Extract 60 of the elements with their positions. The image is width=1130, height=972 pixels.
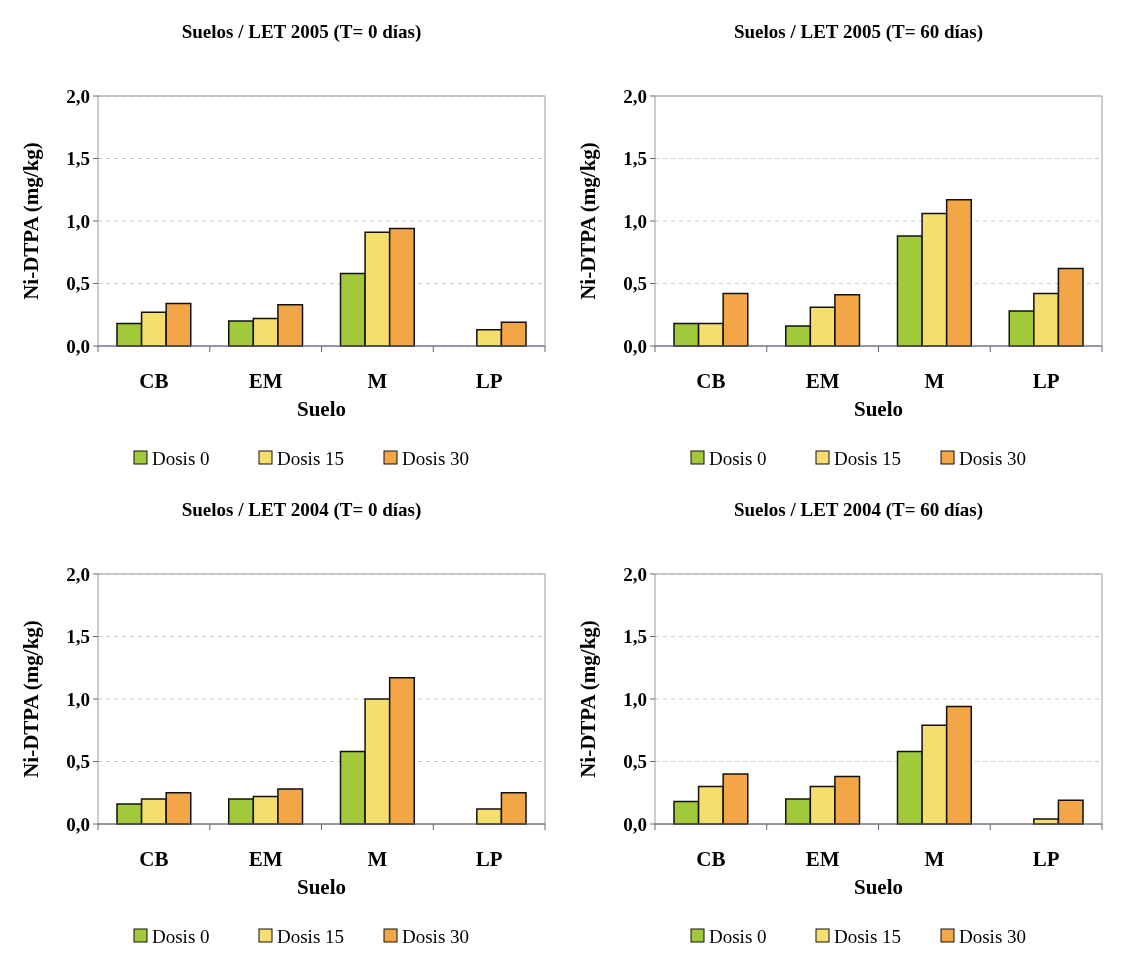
y-tick-label: 2,0 — [623, 563, 647, 585]
y-axis-title: Ni-DTPA (mg/kg) — [576, 142, 600, 300]
chart-title: Suelos / LET 2004 (T= 60 días) — [733, 499, 984, 521]
legend-label: Dosis 0 — [152, 925, 210, 947]
x-tick-label: M — [367, 847, 388, 871]
y-tick-label: 1,5 — [66, 626, 90, 648]
x-tick-label: M — [924, 847, 945, 871]
x-tick-label: LP — [1032, 369, 1060, 393]
legend-label: Dosis 15 — [834, 925, 902, 947]
y-axis-title: Ni-DTPA (mg/kg) — [19, 142, 43, 300]
x-tick-label: EM — [805, 847, 840, 871]
legend-label: Dosis 0 — [709, 447, 767, 469]
x-axis-title: Suelo — [853, 875, 904, 899]
y-tick-label: 0,5 — [623, 751, 647, 773]
x-tick-label: CB — [139, 847, 169, 871]
y-tick-label: 0,0 — [66, 813, 90, 835]
x-tick-label: EM — [805, 369, 840, 393]
y-axis-title: Ni-DTPA (mg/kg) — [576, 620, 600, 778]
y-tick-label: 1,0 — [623, 210, 647, 232]
y-tick-label: 2,0 — [66, 563, 90, 585]
x-tick-label: EM — [248, 847, 283, 871]
chart-title: Suelos / LET 2005 (T= 60 días) — [733, 21, 984, 43]
y-tick-label: 1,5 — [623, 148, 647, 170]
x-tick-label: CB — [696, 369, 726, 393]
x-tick-label: CB — [696, 847, 726, 871]
legend-label: Dosis 30 — [959, 925, 1027, 947]
y-tick-label: 1,0 — [66, 210, 90, 232]
legend-label: Dosis 30 — [402, 447, 470, 469]
legend-label: Dosis 0 — [709, 925, 767, 947]
x-tick-label: LP — [475, 847, 503, 871]
y-tick-label: 0,0 — [623, 813, 647, 835]
y-tick-label: 0,0 — [623, 335, 647, 357]
y-tick-label: 0,5 — [623, 273, 647, 295]
x-axis-title: Suelo — [296, 875, 347, 899]
x-tick-label: LP — [1032, 847, 1060, 871]
y-tick-label: 2,0 — [623, 85, 647, 107]
chart-title: Suelos / LET 2005 (T= 0 días) — [181, 21, 422, 43]
y-tick-label: 1,5 — [623, 626, 647, 648]
x-tick-label: M — [367, 369, 388, 393]
y-tick-label: 1,5 — [66, 148, 90, 170]
legend-label: Dosis 15 — [834, 447, 902, 469]
x-axis-title: Suelo — [853, 397, 904, 421]
y-tick-label: 2,0 — [66, 85, 90, 107]
x-tick-label: M — [924, 369, 945, 393]
chart-title: Suelos / LET 2004 (T= 0 días) — [181, 499, 422, 521]
y-tick-label: 1,0 — [66, 688, 90, 710]
legend-label: Dosis 0 — [152, 447, 210, 469]
y-tick-label: 0,0 — [66, 335, 90, 357]
y-tick-label: 0,5 — [66, 273, 90, 295]
legend-label: Dosis 15 — [277, 925, 345, 947]
x-axis-title: Suelo — [296, 397, 347, 421]
legend-label: Dosis 30 — [959, 447, 1027, 469]
y-tick-label: 0,5 — [66, 751, 90, 773]
y-axis-title: Ni-DTPA (mg/kg) — [19, 620, 43, 778]
legend-label: Dosis 15 — [277, 447, 345, 469]
x-tick-label: EM — [248, 369, 283, 393]
x-tick-label: LP — [475, 369, 503, 393]
legend-label: Dosis 30 — [402, 925, 470, 947]
x-tick-label: CB — [139, 369, 169, 393]
y-tick-label: 1,0 — [623, 688, 647, 710]
